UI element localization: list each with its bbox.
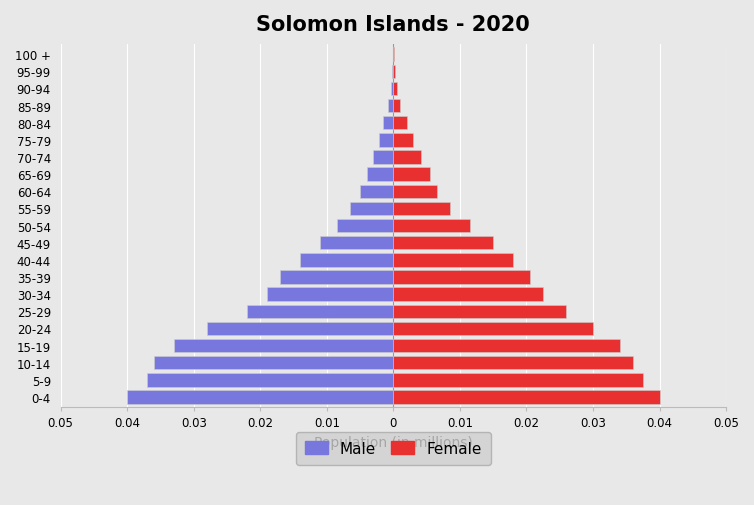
- Bar: [337, 220, 394, 233]
- Bar: [394, 151, 421, 164]
- Bar: [207, 322, 394, 335]
- Bar: [379, 134, 394, 147]
- Bar: [388, 99, 394, 113]
- Bar: [394, 357, 633, 370]
- Bar: [392, 66, 394, 79]
- Bar: [394, 254, 513, 267]
- Bar: [280, 271, 394, 284]
- Bar: [394, 236, 493, 250]
- Title: Solomon Islands - 2020: Solomon Islands - 2020: [256, 15, 530, 35]
- Bar: [394, 305, 566, 318]
- Bar: [391, 83, 394, 96]
- Bar: [383, 117, 394, 130]
- Bar: [173, 339, 394, 352]
- Bar: [394, 390, 660, 404]
- Bar: [350, 203, 394, 216]
- Bar: [394, 271, 530, 284]
- Legend: Male, Female: Male, Female: [296, 432, 491, 465]
- Bar: [394, 203, 450, 216]
- X-axis label: Population (in millions): Population (in millions): [314, 435, 473, 449]
- Bar: [394, 373, 643, 387]
- Bar: [300, 254, 394, 267]
- Bar: [394, 117, 406, 130]
- Bar: [394, 99, 400, 113]
- Bar: [394, 185, 437, 198]
- Bar: [394, 220, 470, 233]
- Bar: [394, 83, 397, 96]
- Bar: [247, 305, 394, 318]
- Bar: [394, 339, 620, 352]
- Bar: [394, 168, 430, 181]
- Bar: [394, 322, 593, 335]
- Bar: [373, 151, 394, 164]
- Bar: [394, 288, 543, 301]
- Bar: [154, 357, 394, 370]
- Bar: [366, 168, 394, 181]
- Bar: [127, 390, 394, 404]
- Bar: [394, 66, 395, 79]
- Bar: [267, 288, 394, 301]
- Bar: [394, 134, 413, 147]
- Bar: [320, 236, 394, 250]
- Bar: [360, 185, 394, 198]
- Bar: [147, 373, 394, 387]
